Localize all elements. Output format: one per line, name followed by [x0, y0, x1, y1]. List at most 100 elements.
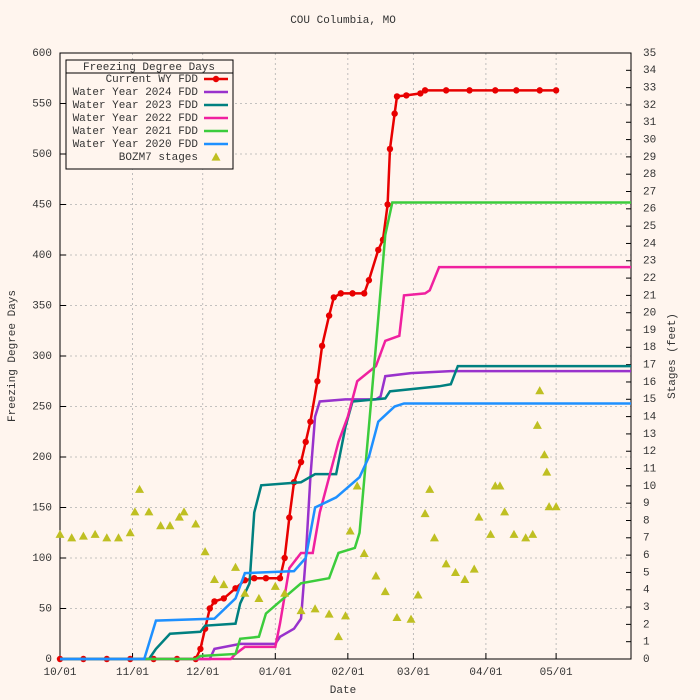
y-tick-label: 450: [32, 199, 52, 211]
data-point: [450, 567, 460, 577]
y2-tick-label: 29: [643, 152, 656, 164]
y-tick-label: 600: [32, 48, 52, 60]
data-point: [333, 631, 343, 641]
data-point: [174, 512, 184, 521]
data-point: [542, 467, 552, 476]
y-tick-label: 300: [32, 351, 52, 363]
data-point: [413, 590, 423, 599]
data-point: [528, 529, 538, 538]
data-point: [551, 502, 561, 511]
data-point: [513, 87, 520, 94]
data-point: [386, 145, 394, 153]
y2-tick-label: 5: [643, 567, 650, 579]
legend-title: Freezing Degree Days: [83, 62, 215, 74]
data-point: [310, 604, 320, 613]
y2-tick-label: 0: [643, 654, 650, 666]
data-point: [232, 585, 239, 592]
data-point: [330, 294, 337, 301]
data-point: [536, 87, 543, 94]
y2-tick-label: 15: [643, 394, 656, 406]
data-point: [262, 575, 270, 582]
y2-tick-label: 8: [643, 515, 650, 527]
data-point: [521, 533, 531, 542]
data-point: [495, 481, 505, 490]
y2-tick-label: 18: [643, 342, 656, 354]
data-point: [539, 450, 549, 459]
data-point: [500, 507, 510, 516]
data-point: [384, 201, 391, 208]
y2-tick-label: 1: [643, 637, 650, 649]
legend-label: BOZM7 stages: [119, 152, 198, 164]
data-point: [345, 526, 355, 535]
data-point: [375, 246, 382, 254]
x-tick-label: 12/01: [186, 667, 219, 679]
data-point: [297, 458, 305, 466]
data-point: [135, 484, 145, 493]
data-point: [78, 531, 88, 540]
data-point: [211, 598, 218, 605]
data-point: [469, 564, 479, 573]
data-point: [314, 378, 321, 385]
y-tick-label: 100: [32, 553, 52, 565]
y2-tick-label: 26: [643, 204, 656, 216]
data-point: [209, 574, 219, 583]
data-point: [254, 593, 264, 602]
y-tick-label: 400: [32, 250, 52, 262]
x-tick-label: 05/01: [540, 667, 573, 679]
data-point: [429, 533, 439, 542]
data-point: [361, 290, 368, 297]
y-tick-label: 550: [32, 98, 52, 110]
data-point: [165, 521, 175, 530]
y2-tick-label: 16: [643, 377, 656, 389]
chart-title: COU Columbia, MO: [290, 15, 396, 27]
data-point: [307, 418, 314, 425]
y-tick-label: 0: [45, 654, 52, 666]
y2-tick-label: 34: [643, 65, 657, 77]
data-point: [191, 519, 201, 528]
x-tick-label: 04/01: [469, 667, 502, 679]
y-tick-label: 150: [32, 502, 52, 514]
x-axis-label: Date: [330, 685, 356, 697]
y2-tick-label: 19: [643, 325, 656, 337]
series-line: [60, 89, 557, 661]
data-point: [552, 87, 560, 94]
data-point: [460, 574, 470, 583]
data-point: [380, 586, 390, 596]
legend-swatch: [211, 152, 221, 161]
series-line: [60, 364, 631, 661]
data-point: [393, 93, 401, 100]
data-point: [125, 528, 135, 537]
data-point: [114, 533, 124, 542]
data-point: [420, 509, 430, 518]
legend-label: Water Year 2021 FDD: [73, 126, 199, 138]
data-point: [535, 386, 545, 395]
data-point: [466, 87, 473, 94]
data-point: [544, 502, 554, 511]
data-point: [325, 312, 333, 319]
data-point: [286, 514, 293, 521]
data-point: [371, 571, 381, 580]
series-line: [60, 265, 631, 661]
legend-label: Current WY FDD: [106, 74, 199, 86]
data-point: [486, 529, 496, 538]
y2-tick-label: 12: [643, 446, 656, 458]
data-point: [55, 529, 65, 538]
y2-tick-label: 10: [643, 481, 656, 493]
y2-tick-label: 7: [643, 533, 650, 545]
y2-tick-label: 32: [643, 100, 656, 112]
data-point: [144, 507, 154, 516]
data-point: [276, 575, 284, 582]
data-point: [296, 606, 306, 615]
y2-tick-label: 17: [643, 360, 656, 372]
data-point: [206, 605, 213, 612]
x-tick-label: 01/01: [259, 667, 292, 679]
data-point: [425, 484, 435, 493]
x-tick-label: 02/01: [331, 667, 364, 679]
data-point: [280, 588, 290, 597]
y2-tick-label: 24: [643, 238, 657, 250]
data-point: [231, 562, 241, 571]
y2-tick-label: 28: [643, 169, 656, 181]
legend-label: Water Year 2023 FDD: [73, 100, 199, 112]
y2-tick-label: 35: [643, 48, 656, 60]
data-point: [318, 342, 326, 350]
